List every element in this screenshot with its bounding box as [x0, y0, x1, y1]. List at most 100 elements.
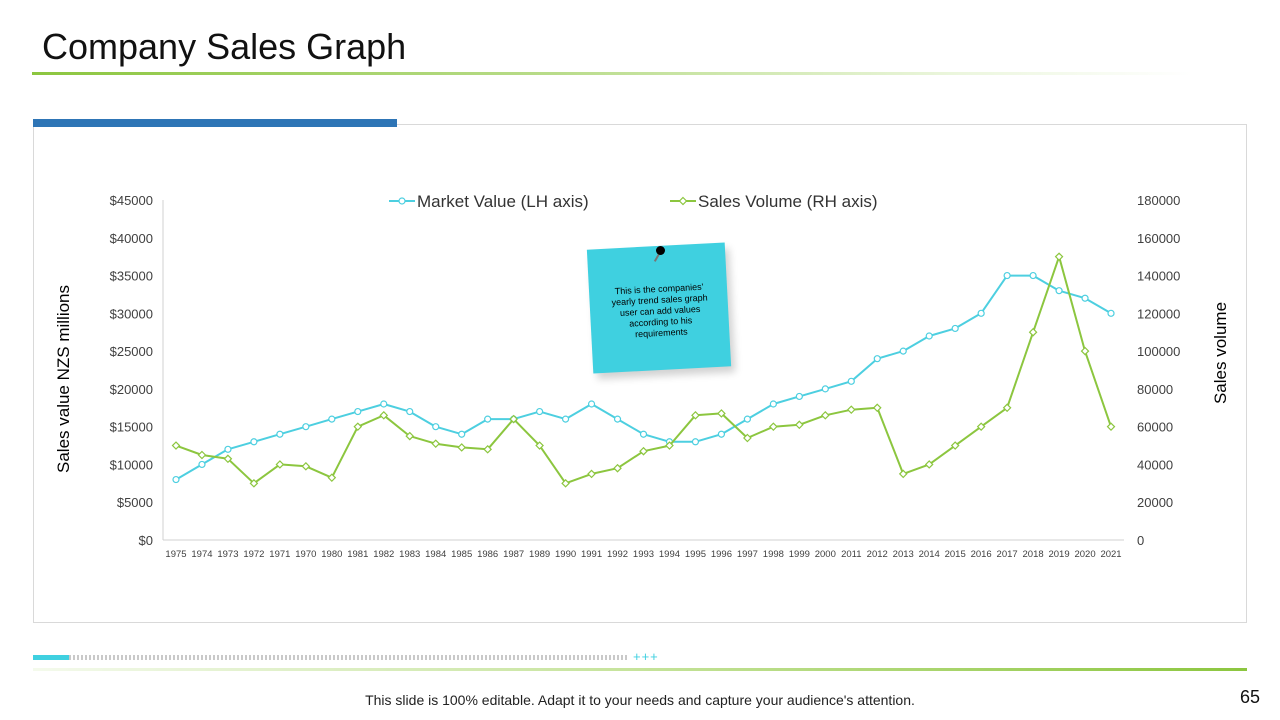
sales-volume-point	[431, 439, 441, 449]
x-tick-label: 1986	[477, 549, 498, 560]
title-underline	[32, 72, 1192, 75]
sales-volume-point	[976, 422, 986, 432]
sticky-note-text: This is the companies' yearly trend sale…	[611, 281, 708, 340]
market-value-point	[354, 407, 362, 416]
sales-volume-point	[820, 410, 830, 420]
market-value-point	[380, 400, 388, 408]
y-left-tick-label: $30000	[110, 306, 153, 321]
market-value-point	[432, 423, 440, 431]
x-tick-label: 2011	[841, 549, 861, 560]
legend-sales-volume-label: Sales Volume (RH axis)	[698, 192, 878, 211]
y-right-tick-label: 160000	[1137, 231, 1180, 246]
sales-volume-point	[171, 441, 181, 450]
x-tick-label: 1982	[373, 549, 394, 560]
y-left-axis-title: Sales value NZS millions	[54, 285, 73, 473]
legend-sales-volume-marker	[678, 196, 688, 206]
market-value-point	[899, 347, 907, 355]
sales-volume-point	[457, 443, 467, 452]
sales-volume-point	[1080, 346, 1090, 356]
market-value-point	[250, 438, 258, 446]
legend-market-value-marker	[398, 197, 406, 205]
y-right-tick-label: 140000	[1137, 269, 1180, 284]
x-tick-label: 1981	[347, 549, 368, 560]
x-tick-label: 2014	[919, 549, 940, 560]
sales-volume-point	[1002, 403, 1012, 413]
market-value-point	[484, 415, 492, 423]
x-tick-label: 1990	[555, 549, 576, 560]
sales-volume-point	[561, 478, 570, 488]
x-tick-label: 1972	[243, 549, 264, 560]
x-tick-label: 1995	[685, 549, 706, 560]
x-tick-label: 1975	[165, 549, 186, 560]
sales-volume-point	[639, 446, 648, 456]
y-left-tick-label: $10000	[110, 457, 153, 472]
x-tick-label: 2017	[997, 549, 1018, 560]
sales-volume-point	[275, 460, 285, 469]
market-value-point	[1029, 271, 1037, 280]
market-value-point	[172, 475, 180, 484]
market-value-point	[458, 430, 466, 438]
y-left-tick-label: $20000	[110, 382, 153, 397]
x-tick-label: 1971	[269, 549, 290, 560]
x-tick-label: 1980	[321, 549, 342, 560]
y-right-tick-label: 180000	[1137, 193, 1180, 208]
x-tick-label: 2000	[815, 549, 836, 560]
x-tick-label: 1993	[633, 549, 654, 560]
sales-volume-point	[587, 469, 596, 479]
pushpin-icon	[656, 246, 665, 255]
sales-volume-point	[509, 414, 518, 424]
x-tick-label: 1996	[711, 549, 732, 560]
sales-volume-point	[249, 478, 259, 488]
sales-volume-point	[613, 463, 622, 473]
slide-title: Company Sales Graph	[42, 26, 407, 67]
sales-volume-point	[197, 450, 207, 460]
y-right-tick-label: 40000	[1137, 457, 1173, 472]
x-tick-label: 2015	[945, 549, 966, 560]
market-value-point	[847, 377, 855, 385]
sales-volume-point	[846, 405, 856, 415]
sales-volume-point	[379, 410, 389, 420]
market-value-point	[328, 415, 336, 423]
market-value-point	[198, 460, 206, 469]
y-right-tick-label: 20000	[1137, 495, 1173, 510]
market-value-point	[302, 423, 310, 431]
x-tick-label: 1989	[529, 549, 550, 560]
x-tick-label: 1983	[399, 549, 420, 560]
market-value-point	[1107, 309, 1115, 317]
x-tick-label: 2012	[867, 549, 888, 560]
sales-volume-point	[1028, 327, 1038, 337]
y-left-tick-label: $40000	[110, 231, 153, 246]
sales-volume-point	[535, 441, 544, 450]
sales-volume-point	[872, 403, 882, 413]
market-value-point	[925, 332, 933, 340]
y-left-tick-label: $45000	[110, 193, 153, 208]
sales-volume-point	[717, 409, 726, 418]
footer-text: This slide is 100% editable. Adapt it to…	[365, 692, 915, 708]
market-value-point	[821, 385, 829, 393]
sales-volume-point	[1054, 252, 1064, 262]
sales-volume-point	[691, 410, 700, 420]
y-right-tick-label: 60000	[1137, 420, 1173, 435]
sales-volume-point	[483, 444, 493, 454]
x-tick-label: 2016	[971, 549, 992, 560]
market-value-point	[224, 445, 232, 453]
x-tick-label: 1992	[607, 549, 628, 560]
sales-volume-point	[665, 441, 674, 450]
sticky-note: This is the companies' yearly trend sale…	[586, 242, 732, 374]
x-tick-label: 1999	[789, 549, 810, 560]
market-value-point	[717, 430, 726, 438]
sales-volume-point	[405, 431, 415, 441]
market-value-point	[1003, 271, 1011, 280]
y-right-tick-label: 0	[1137, 533, 1144, 548]
x-tick-label: 1984	[425, 549, 446, 560]
market-value-point	[951, 324, 959, 333]
x-tick-label: 1991	[581, 549, 602, 560]
x-tick-label: 1973	[217, 549, 238, 560]
x-tick-label: 1998	[763, 549, 784, 560]
sales-volume-point	[950, 441, 960, 450]
sales-volume-point	[1106, 422, 1116, 432]
sales-volume-point	[769, 422, 778, 432]
market-value-point	[1055, 287, 1063, 295]
y-left-tick-label: $35000	[110, 269, 153, 284]
